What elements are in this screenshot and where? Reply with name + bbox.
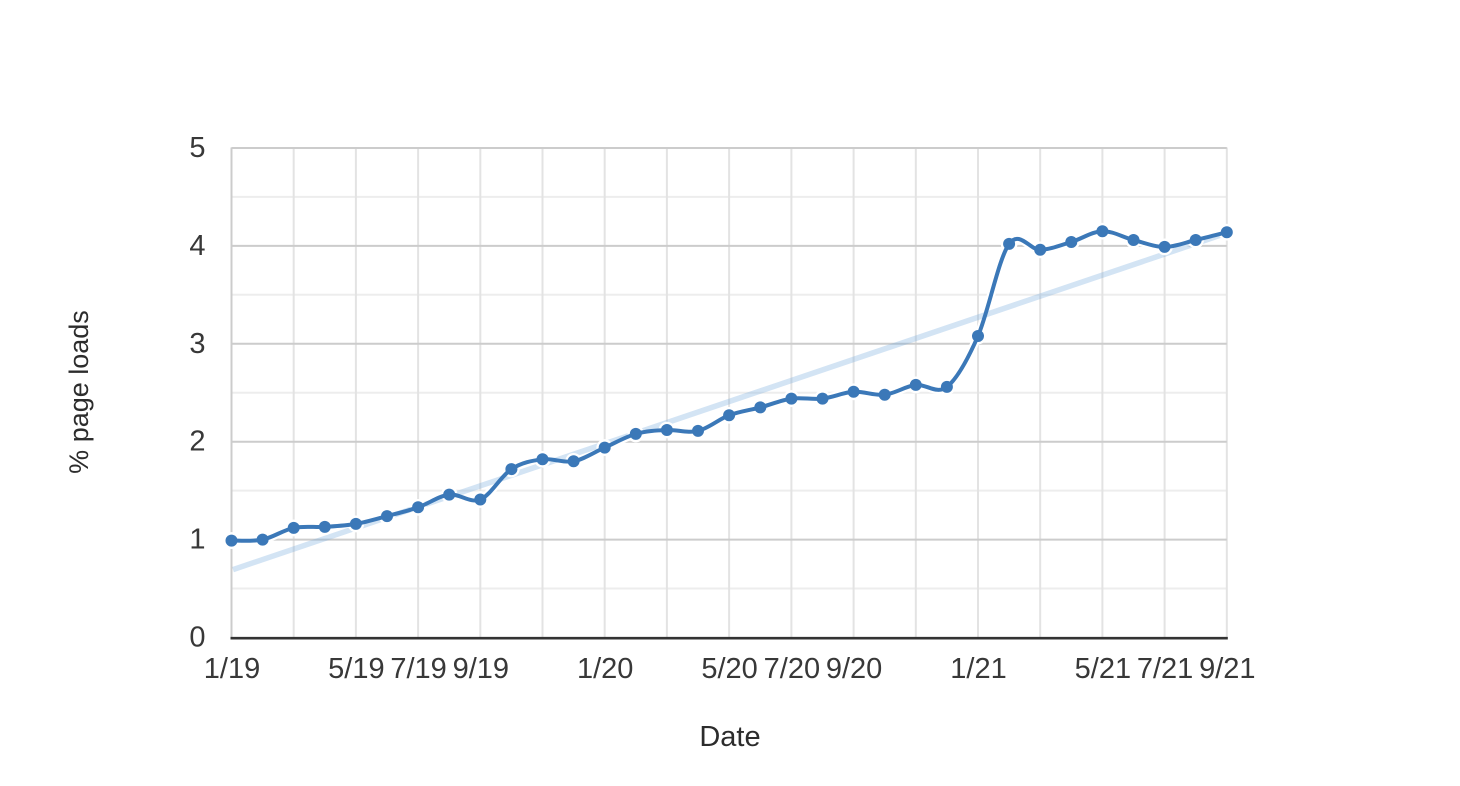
svg-text:9/19: 9/19 [453,653,509,685]
svg-text:3: 3 [189,328,205,360]
svg-text:1: 1 [189,524,205,556]
svg-text:5: 5 [189,132,205,164]
svg-text:2: 2 [189,426,205,458]
svg-text:Date: Date [699,721,760,753]
svg-text:9/21: 9/21 [1199,653,1255,685]
svg-text:% page loads: % page loads [64,310,94,474]
svg-text:7/20: 7/20 [764,653,820,685]
svg-text:9/20: 9/20 [826,653,882,685]
svg-text:1/21: 1/21 [950,653,1006,685]
svg-text:5/19: 5/19 [328,653,384,685]
svg-text:5/20: 5/20 [701,653,757,685]
svg-text:7/21: 7/21 [1137,653,1193,685]
svg-text:7/19: 7/19 [390,653,446,685]
svg-text:5/21: 5/21 [1075,653,1131,685]
svg-text:4: 4 [189,230,205,262]
svg-text:0: 0 [189,622,205,654]
svg-text:1/19: 1/19 [204,653,260,685]
svg-text:1/20: 1/20 [577,653,633,685]
